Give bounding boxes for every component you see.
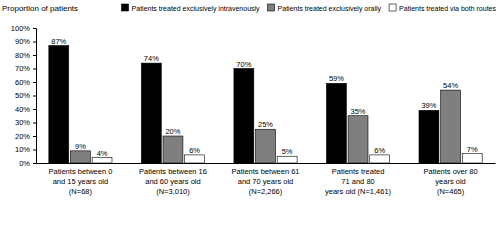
data-label: 5% bbox=[282, 147, 293, 156]
x-tick: Patients between 0and 15 years old(N=68) bbox=[49, 167, 113, 196]
bars bbox=[49, 46, 482, 163]
legend-item: Patients treated exclusively orally bbox=[268, 4, 382, 13]
y-tick: 70% bbox=[15, 64, 36, 73]
y-tick-label: 0% bbox=[19, 159, 30, 168]
legend-label: Patients treated exclusively orally bbox=[278, 5, 382, 13]
y-tick-mark bbox=[33, 163, 36, 164]
y-tick: 100% bbox=[11, 24, 36, 33]
x-tick: Patients treated71 and 80years old (N=1,… bbox=[325, 167, 392, 196]
y-tick-mark bbox=[33, 28, 36, 29]
data-label: 25% bbox=[258, 120, 273, 129]
y-tick: 30% bbox=[15, 118, 36, 127]
y-axis-line bbox=[33, 29, 37, 164]
y-tick-label: 50% bbox=[15, 91, 30, 100]
data-label: 6% bbox=[189, 146, 200, 155]
y-tick: 40% bbox=[15, 105, 36, 114]
y-tick-mark bbox=[33, 69, 36, 70]
bar bbox=[326, 83, 346, 163]
legend-item: Patients treated via both routes bbox=[389, 4, 496, 12]
bar bbox=[234, 69, 254, 164]
y-tick-mark bbox=[33, 82, 36, 83]
x-axis: Patients between 0and 15 years old(N=68)… bbox=[37, 164, 496, 196]
y-tick: 60% bbox=[15, 78, 36, 87]
y-tick-mark bbox=[33, 109, 36, 110]
chart: 0% 10% 20% 30% 40% 50% 60% 70% 80% 90% 100% Patient… bbox=[0, 0, 500, 231]
x-tick-label: Patients between 0and 15 years old(N=68) bbox=[49, 167, 113, 196]
y-tick-mark bbox=[33, 42, 36, 43]
y-tick-label: 90% bbox=[15, 37, 30, 46]
x-tick-label: Patients over 80years old(N=465) bbox=[423, 167, 477, 196]
y-tick: 0% bbox=[19, 159, 36, 168]
data-label: 87% bbox=[51, 37, 66, 46]
legend-label: Patients treated via both routes bbox=[399, 5, 496, 12]
y-axis: 0% 10% 20% 30% 40% 50% 60% 70% 80% 90% 100% bbox=[11, 24, 37, 168]
data-label: 6% bbox=[374, 146, 385, 155]
y-tick-label: 60% bbox=[15, 78, 30, 87]
x-tick-label: Patients treated71 and 80years old (N=1,… bbox=[325, 167, 392, 196]
x-tick: Patients over 80years old(N=465) bbox=[423, 167, 477, 196]
bar bbox=[277, 156, 297, 163]
bar bbox=[163, 136, 183, 163]
data-label: 74% bbox=[144, 54, 159, 63]
y-tick-label: 80% bbox=[15, 51, 30, 60]
y-tick-label: 30% bbox=[15, 118, 30, 127]
y-tick: 90% bbox=[15, 37, 36, 46]
bar bbox=[370, 155, 390, 163]
bar bbox=[256, 129, 276, 163]
data-label: 70% bbox=[236, 60, 251, 69]
bar bbox=[49, 46, 69, 163]
y-tick-label: 10% bbox=[15, 145, 30, 154]
y-tick-label: 70% bbox=[15, 64, 30, 73]
data-label: 7% bbox=[467, 145, 478, 154]
legend-swatch bbox=[389, 4, 396, 11]
bar bbox=[70, 151, 90, 163]
y-tick: 20% bbox=[15, 132, 36, 141]
x-tick: Patients between 61and 70 years old(N=2,… bbox=[232, 167, 300, 196]
x-axis-line bbox=[37, 163, 496, 164]
y-tick-mark bbox=[33, 136, 36, 137]
y-tick-label: 100% bbox=[11, 24, 31, 33]
data-labels: 87% 74% 70% 59% 39% 9% 20% 25% 35% 54% 4% 6% 5% 6% 7% bbox=[51, 37, 478, 158]
y-tick-label: 40% bbox=[15, 105, 30, 114]
y-tick: 10% bbox=[15, 145, 36, 154]
y-tick: 80% bbox=[15, 51, 36, 60]
bar bbox=[441, 90, 461, 163]
data-label: 54% bbox=[443, 81, 458, 90]
y-tick-mark bbox=[33, 96, 36, 97]
data-label: 35% bbox=[351, 107, 366, 116]
legend-swatch bbox=[268, 4, 275, 11]
legend: Patients treated exclusively intravenous… bbox=[122, 4, 497, 13]
x-tick-label: Patients between 16and 60 years old(N=3,… bbox=[139, 167, 207, 196]
y-tick-mark bbox=[33, 150, 36, 151]
x-tick: Patients between 16and 60 years old(N=3,… bbox=[139, 167, 207, 196]
bar bbox=[348, 116, 368, 163]
data-label: 9% bbox=[75, 142, 86, 151]
legend-swatch bbox=[122, 4, 129, 11]
legend-label: Patients treated exclusively intravenous… bbox=[132, 5, 261, 13]
data-label: 4% bbox=[97, 149, 108, 158]
legend-item: Patients treated exclusively intravenous… bbox=[122, 4, 261, 13]
data-label: 20% bbox=[165, 127, 180, 136]
y-axis-title: Proportion of patients bbox=[2, 4, 78, 13]
bar bbox=[141, 63, 161, 163]
y-tick-mark bbox=[33, 55, 36, 56]
bar bbox=[185, 155, 205, 163]
data-label: 59% bbox=[329, 74, 344, 83]
y-tick: 50% bbox=[15, 91, 36, 100]
y-tick-label: 20% bbox=[15, 132, 30, 141]
data-label: 39% bbox=[421, 101, 436, 110]
bar bbox=[462, 154, 482, 163]
bar bbox=[92, 158, 112, 163]
y-tick-mark bbox=[33, 123, 36, 124]
bar bbox=[419, 110, 439, 163]
x-tick-label: Patients between 61and 70 years old(N=2,… bbox=[232, 167, 300, 196]
